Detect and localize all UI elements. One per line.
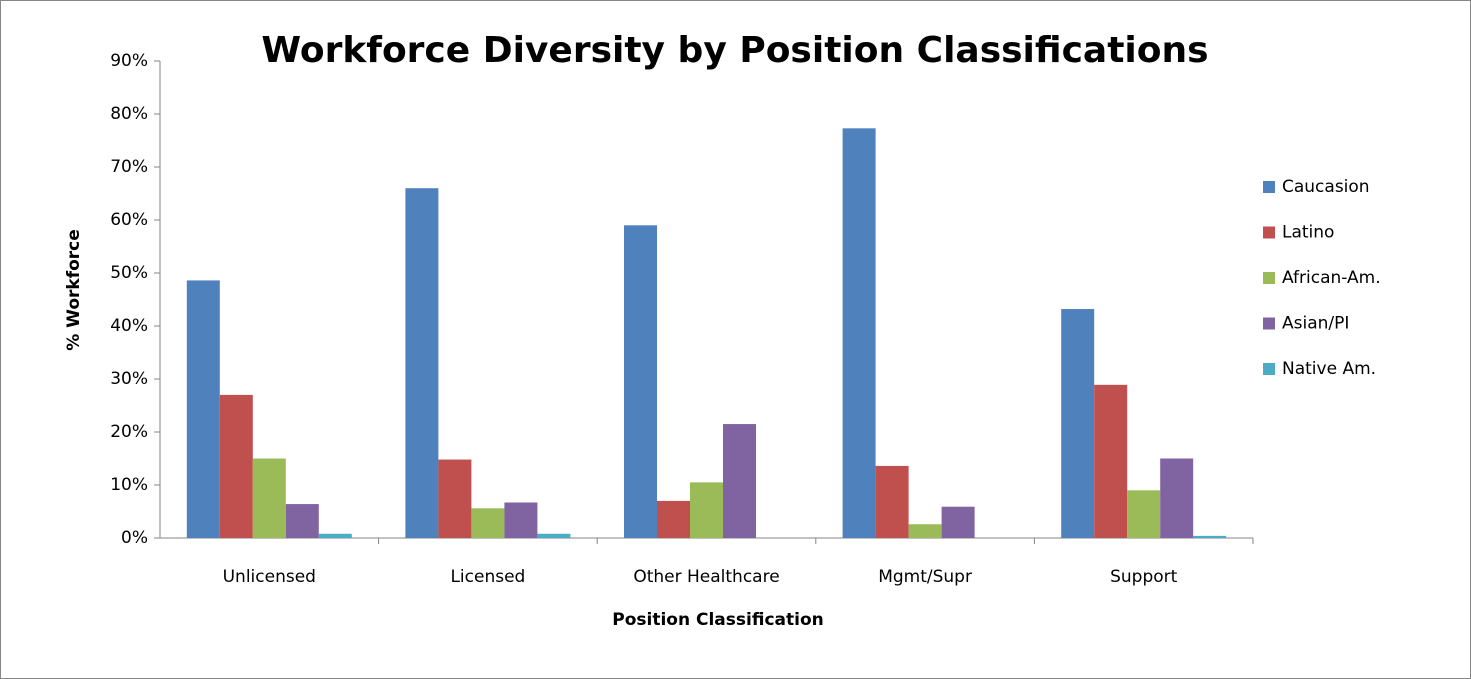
y-tick-label: 90% [110, 51, 148, 71]
bar [186, 280, 220, 538]
legend-swatch [1263, 363, 1275, 375]
chart-title: Workforce Diversity by Position Classifi… [261, 30, 1208, 71]
y-tick-label: 0% [121, 528, 148, 548]
bar [1160, 458, 1194, 538]
bar [875, 465, 909, 538]
bar [657, 500, 690, 538]
y-tick-label: 30% [110, 369, 148, 389]
y-tick-label: 10% [110, 475, 148, 495]
bar [941, 506, 975, 538]
y-tick-label: 40% [110, 316, 148, 336]
bar [1061, 309, 1095, 538]
legend-swatch [1263, 317, 1275, 330]
bar [1127, 490, 1161, 538]
legend-label: Native Am. [1282, 359, 1376, 379]
bar [624, 225, 657, 539]
legend-label: African-Am. [1282, 268, 1381, 288]
bar [1094, 384, 1128, 538]
bar [252, 458, 286, 538]
legend-swatch [1263, 272, 1275, 284]
bar [405, 188, 439, 538]
bar [537, 533, 571, 538]
y-tick-label: 70% [110, 157, 148, 177]
bar [908, 524, 942, 538]
legend-label: Caucasion [1282, 177, 1370, 197]
bar [1193, 535, 1227, 538]
y-tick-label: 50% [110, 263, 148, 283]
x-tick-label: Mgmt/Supr [878, 567, 972, 587]
legend-swatch [1263, 226, 1275, 239]
y-tick-label: 60% [110, 210, 148, 230]
x-tick-label: Licensed [450, 567, 525, 587]
bar [219, 394, 253, 538]
x-tick-label: Support [1110, 567, 1178, 587]
bar [842, 128, 876, 538]
bar [285, 504, 319, 538]
bar [318, 533, 352, 538]
legend-label: Asian/PI [1282, 314, 1349, 334]
y-tick-label: 20% [110, 422, 148, 442]
bar [723, 424, 756, 538]
bar [690, 482, 723, 538]
x-tick-label: Unlicensed [223, 567, 316, 587]
bar [504, 502, 538, 538]
x-axis-label: Position Classification [612, 610, 823, 630]
x-tick-label: Other Healthcare [633, 567, 779, 587]
legend-label: Latino [1282, 223, 1334, 243]
bar [438, 459, 472, 538]
bar [471, 508, 505, 538]
legend-swatch [1263, 181, 1275, 193]
y-tick-label: 80% [110, 104, 148, 124]
y-axis-label: % Workforce [64, 229, 84, 351]
